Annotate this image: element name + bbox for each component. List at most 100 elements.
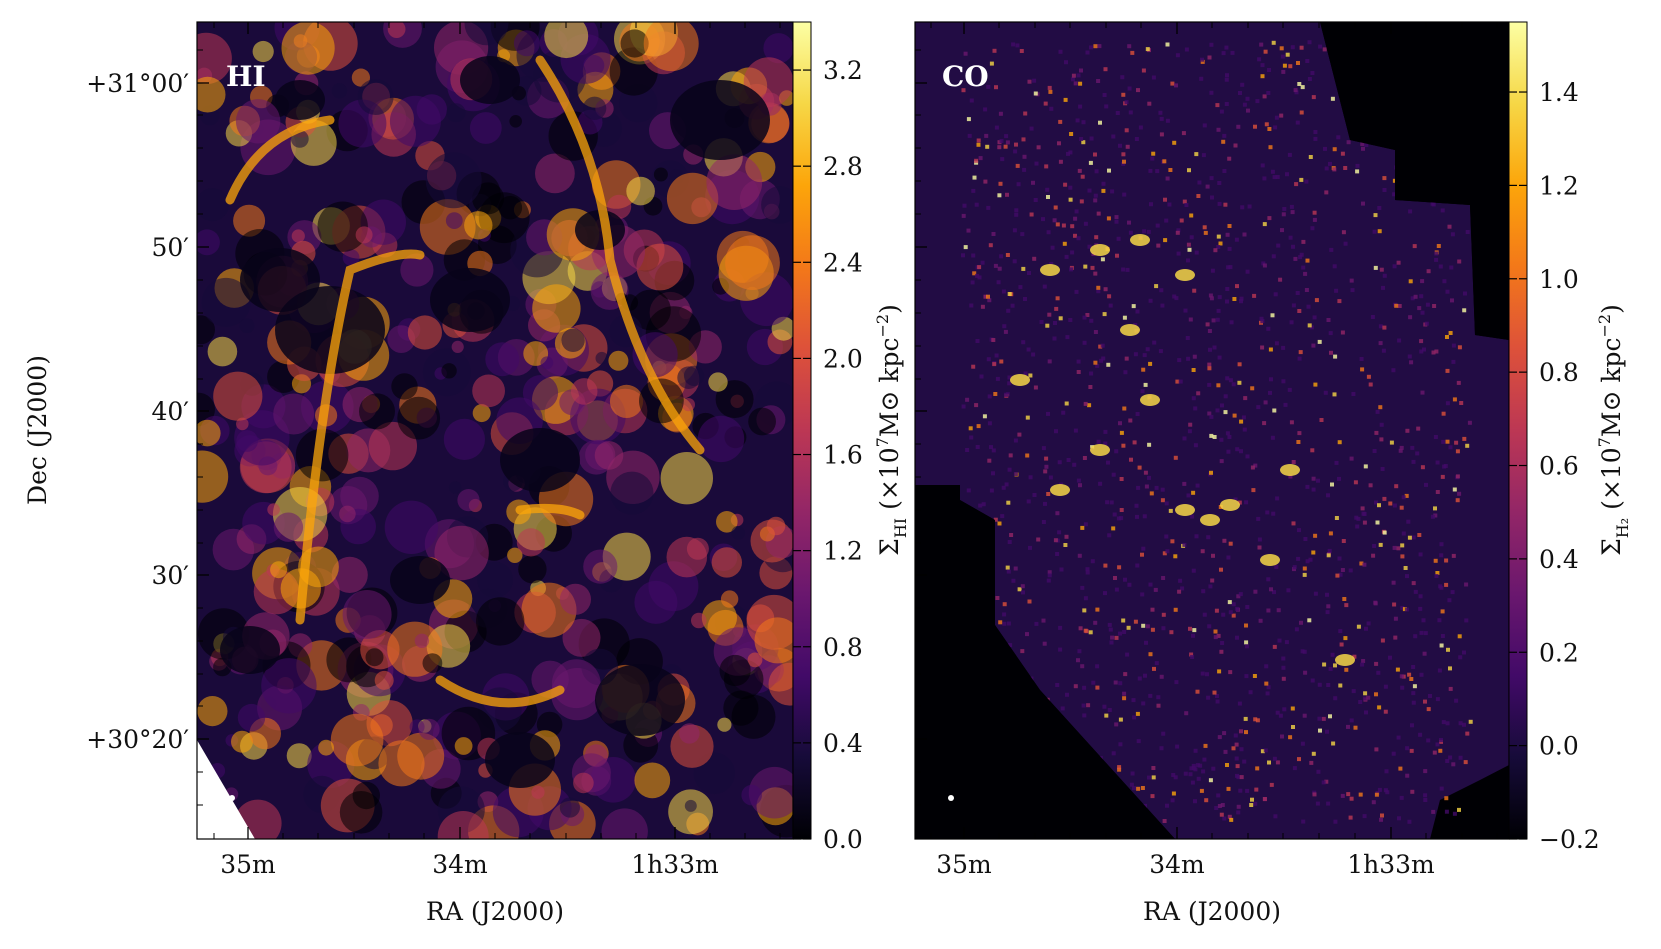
hi-colorbar-label-main: Σ [875,538,904,556]
co-texture-pixel [1192,354,1197,359]
hi-texture-blob [748,766,793,819]
co-texture-pixel [1217,181,1222,185]
co-texture-pixel [1209,414,1214,419]
co-texture-pixel [1223,749,1228,754]
co-texture-pixel [1002,621,1007,626]
hi-texture-blob [331,83,348,99]
co-texture-pixel [1419,294,1424,299]
co-texture-pixel [1159,674,1164,679]
co-texture-pixel [1006,569,1011,574]
co-texture-pixel [1439,738,1443,742]
co-texture-pixel [1216,793,1221,798]
co-texture-pixel [1451,343,1456,348]
co-texture-pixel [1364,626,1368,631]
co-texture-pixel [1052,336,1057,341]
co-texture-pixel [1044,456,1049,461]
co-texture-pixel [1150,794,1155,799]
co-texture-pixel [1291,725,1295,729]
hi-texture-blob [725,235,780,290]
co-texture-pixel [1055,511,1060,516]
co-texture-pixel [1439,553,1444,558]
co-texture-pixel [1435,460,1440,465]
co-texture-pixel [1108,303,1113,308]
co-texture-pixel [1179,218,1184,223]
co-texture-pixel [1013,472,1018,476]
co-texture-pixel [1143,470,1148,475]
co-texture-pixel [1417,533,1422,537]
co-texture-pixel [1361,146,1365,151]
co-texture-pixel [1400,685,1405,690]
co-texture-pixel [1006,308,1011,313]
co-texture-pixel [1419,339,1424,344]
co-texture-pixel [1053,205,1058,210]
co-texture-pixel [1165,176,1170,181]
co-texture-pixel [1225,763,1229,767]
co-texture-pixel [1421,618,1426,623]
co-texture-pixel [1451,553,1456,558]
co-texture-pixel [974,158,979,163]
co-texture-pixel [1423,798,1428,802]
co-texture-pixel [1211,766,1216,771]
co-texture-pixel [1346,792,1351,797]
co-texture-pixel [965,448,970,452]
co-texture-pixel [1058,119,1063,124]
hi-texture-blob [286,743,312,769]
co-texture-pixel [1435,490,1440,494]
co-texture-pixel [1360,662,1365,667]
co-texture-pixel [1054,306,1059,311]
co-texture-pixel [1281,665,1286,670]
co-texture-pixel [1257,537,1262,542]
co-texture-pixel [1055,683,1060,687]
co-texture-pixel [1118,742,1123,747]
co-texture-pixel [961,88,966,93]
co-texture-pixel [1147,475,1151,480]
co-texture-pixel [1464,618,1469,623]
co-texture-pixel [1269,377,1273,382]
co-texture-pixel [1452,397,1457,402]
co-texture-pixel [1439,786,1444,791]
co-texture-pixel [1193,406,1198,411]
hi-texture-blob [197,188,229,222]
hi-texture-blob [270,561,288,579]
co-texture-pixel [1287,152,1292,157]
co-texture-pixel [1337,440,1342,445]
co-texture-pixel [1100,343,1105,348]
co-texture-pixel [1114,635,1119,640]
co-texture-pixel [997,266,1002,271]
co-texture-pixel [1077,168,1082,173]
co-texture-pixel [1239,449,1243,454]
hi-texture-arc [515,503,585,520]
co-texture-clump [1130,234,1150,246]
co-texture-pixel [1036,537,1041,542]
co-texture-pixel [1156,695,1161,700]
co-texture-pixel [1060,706,1065,711]
co-texture-pixel [1262,263,1267,268]
co-texture-pixel [976,424,981,429]
hi-texture-blob [583,549,618,584]
hi-texture-blob [425,152,482,209]
co-texture-pixel [1344,603,1349,608]
co-texture-pixel [1163,197,1167,202]
co-texture-pixel [1114,449,1119,454]
co-texture-pixel [1101,181,1106,186]
co-texture-pixel [1439,643,1444,648]
co-texture-pixel [1448,666,1452,671]
hi-texture-blob [582,96,607,121]
hi-texture-blob [342,590,392,639]
co-texture-pixel [1401,495,1406,500]
co-texture-pixel [1432,304,1437,308]
co-texture-pixel [1413,294,1418,299]
colorbar-tick-label: 2.4 [823,248,863,277]
co-texture-pixel [1391,751,1396,756]
co-texture-pixel [1291,521,1296,526]
hi-texture-blob [531,785,545,799]
co-texture-pixel [1111,472,1116,477]
co-beam-marker [948,795,954,801]
co-texture-pixel [1373,600,1378,605]
hi-texture-blob [706,154,763,211]
co-texture-pixel [1420,279,1425,284]
co-texture-pixel [1077,553,1082,558]
co-texture-pixel [1094,169,1099,174]
co-texture-pixel [1198,763,1203,768]
co-texture-pixel [1440,609,1445,614]
